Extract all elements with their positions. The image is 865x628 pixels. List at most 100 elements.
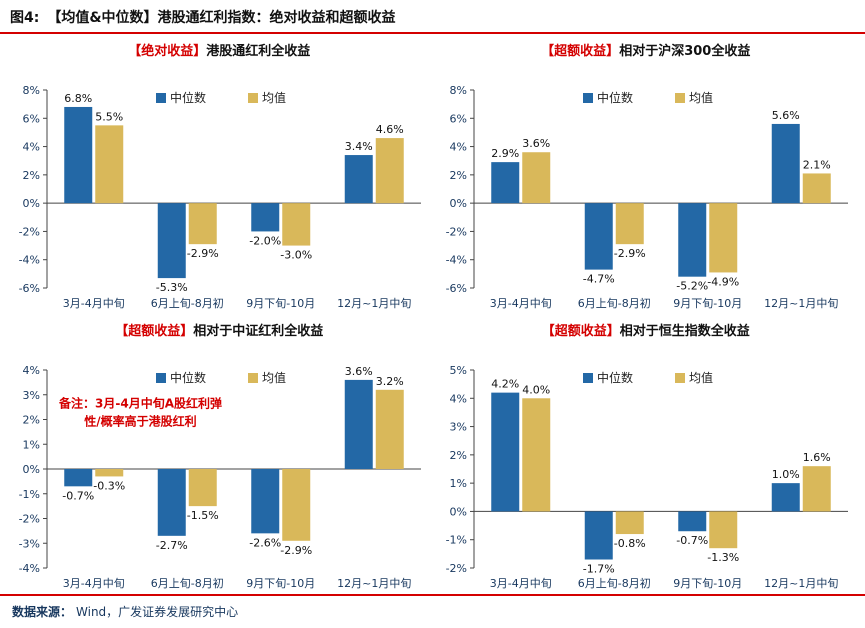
y-tick-label: 4% bbox=[449, 392, 466, 405]
bar-mean bbox=[522, 152, 550, 204]
bar-median bbox=[491, 162, 519, 204]
y-tick-label: -4% bbox=[19, 254, 40, 267]
bar-median bbox=[251, 469, 280, 534]
y-axis-ticks: 4% 3% 2% 1% 0% -1% -2% -3% -4% bbox=[19, 364, 48, 575]
value-label: -0.8% bbox=[614, 537, 646, 550]
category-label: 9月下旬-10月 bbox=[673, 577, 742, 590]
legend: 中位数 均值 bbox=[582, 90, 713, 105]
figure-header: 图4: 【均值&中位数】港股通红利指数：绝对收益和超额收益 bbox=[0, 0, 865, 34]
value-label: -1.7% bbox=[583, 563, 615, 576]
y-tick-label: -2% bbox=[445, 562, 466, 575]
bar-median bbox=[584, 511, 613, 560]
chart-canvas: 4% 3% 2% 1% 0% -1% -2% -3% -4% -0.7% -2.7% -2.6% 3.6… bbox=[19, 364, 422, 590]
bar-median bbox=[678, 511, 706, 532]
figure-number: 图4: bbox=[10, 10, 40, 26]
y-tick-label: -6% bbox=[19, 282, 40, 295]
legend-label-mean: 均值 bbox=[689, 90, 713, 105]
bar-median bbox=[251, 203, 280, 232]
y-axis-ticks: 8% 6% 4% 2% 0% -2% -4% -6% bbox=[19, 84, 48, 295]
legend-label-median: 中位数 bbox=[170, 370, 206, 385]
y-tick-label: 4% bbox=[23, 364, 40, 377]
value-label: 6.8% bbox=[65, 92, 93, 105]
y-tick-label: 1% bbox=[449, 477, 466, 490]
chart-title-highlight: 【绝对收益】 bbox=[128, 44, 207, 59]
chart-title-highlight: 【超额收益】 bbox=[541, 44, 620, 59]
value-label: 3.4% bbox=[345, 140, 373, 153]
y-tick-label: 1% bbox=[23, 438, 40, 451]
value-label: -3.0% bbox=[281, 249, 313, 262]
y-tick-label: 5% bbox=[449, 364, 466, 377]
legend-label-median: 中位数 bbox=[597, 370, 633, 385]
bar-mean bbox=[376, 389, 404, 469]
value-label: 1.6% bbox=[803, 451, 831, 464]
y-tick-label: 4% bbox=[449, 141, 466, 154]
y-tick-label: -3% bbox=[19, 537, 40, 550]
bars bbox=[491, 123, 831, 277]
charts-grid: 【绝对收益】港股通红利全收益 8% 6% 4% 2% 0% -2% -4% -6% 6.8% -5.… bbox=[0, 34, 865, 594]
category-label: 12月~1月中旬 bbox=[337, 577, 411, 590]
y-tick-label: -2% bbox=[445, 225, 466, 238]
value-label: -0.7% bbox=[63, 489, 95, 502]
chart-panel: 【绝对收益】港股通红利全收益 8% 6% 4% 2% 0% -2% -4% -6% 6.8% -5.… bbox=[6, 34, 433, 314]
chart-canvas: 8% 6% 4% 2% 0% -2% -4% -6% 2.9% -4.7% -5.2% 5.6% 3.6… bbox=[445, 84, 848, 310]
value-labels: 6.8% -5.3% -2.0% 3.4% 5.5% -2.9% -3.0% 4.6% bbox=[65, 92, 404, 294]
y-tick-label: 0% bbox=[23, 197, 40, 210]
y-tick-label: -1% bbox=[445, 534, 466, 547]
bars bbox=[64, 106, 404, 279]
y-tick-label: -4% bbox=[19, 562, 40, 575]
category-labels: 3月-4月中旬 6月上旬-8月初 9月下旬-10月 12月~1月中旬 bbox=[490, 296, 839, 310]
legend-swatch-mean bbox=[674, 373, 685, 383]
legend-label-mean: 均值 bbox=[262, 90, 286, 105]
y-tick-label: 0% bbox=[449, 505, 466, 518]
legend: 中位数 均值 bbox=[156, 370, 286, 385]
value-label: 3.6% bbox=[345, 365, 373, 378]
bar-mean bbox=[376, 138, 404, 204]
category-label: 3月-4月中旬 bbox=[490, 297, 552, 310]
y-tick-label: -6% bbox=[445, 282, 466, 295]
category-label: 9月下旬-10月 bbox=[673, 297, 742, 310]
bar-mean bbox=[709, 203, 737, 273]
bar-mean bbox=[95, 469, 124, 477]
legend: 中位数 均值 bbox=[156, 90, 286, 105]
y-tick-label: 4% bbox=[23, 141, 40, 154]
category-label: 6月上旬-8月初 bbox=[151, 576, 224, 590]
y-axis-ticks: 8% 6% 4% 2% 0% -2% -4% -6% bbox=[445, 84, 474, 295]
category-label: 9月下旬-10月 bbox=[247, 577, 316, 590]
value-labels: 2.9% -4.7% -5.2% 5.6% 3.6% -2.9% -4.9% 2.1% bbox=[491, 109, 830, 293]
bar-median bbox=[491, 392, 519, 512]
bar-mean bbox=[189, 203, 217, 245]
category-label: 3月-4月中旬 bbox=[490, 577, 552, 590]
category-label: 3月-4月中旬 bbox=[63, 297, 125, 310]
value-label: 5.6% bbox=[772, 109, 800, 122]
legend-label-median: 中位数 bbox=[597, 90, 633, 105]
bar-mean bbox=[802, 466, 831, 512]
category-label: 6月上旬-8月初 bbox=[578, 296, 651, 310]
value-label: -2.6% bbox=[250, 536, 282, 549]
bar-mean bbox=[709, 511, 737, 549]
legend-label-mean: 均值 bbox=[262, 370, 286, 385]
axes bbox=[473, 370, 848, 568]
chart-canvas: 5% 4% 3% 2% 1% 0% -1% -2% 4.2% -1.7% -0.7% 1.0% 4.0%… bbox=[445, 364, 848, 590]
legend-swatch-mean bbox=[248, 373, 259, 383]
y-tick-label: 0% bbox=[23, 463, 40, 476]
legend-swatch-median bbox=[156, 93, 167, 103]
y-tick-label: 6% bbox=[449, 112, 466, 125]
annotation-line: 备注：3月-4月中旬A股红利弹 bbox=[58, 396, 222, 411]
value-label: -2.0% bbox=[250, 234, 282, 247]
legend-swatch-median bbox=[156, 373, 167, 383]
value-label: -2.7% bbox=[156, 539, 188, 552]
bar-mean bbox=[282, 469, 311, 541]
chart-panel: 【超额收益】相对于沪深300全收益 8% 6% 4% 2% 0% -2% -4% -6% 2.9%… bbox=[433, 34, 860, 314]
chart-title-text: 相对于沪深300全收益 bbox=[619, 44, 751, 59]
y-tick-label: 0% bbox=[449, 197, 466, 210]
bar-median bbox=[771, 483, 800, 512]
category-label: 12月~1月中旬 bbox=[764, 297, 838, 310]
bar-mean bbox=[802, 173, 831, 204]
value-label: 4.6% bbox=[376, 123, 404, 136]
y-tick-label: 3% bbox=[449, 421, 466, 434]
value-label: -5.2% bbox=[676, 280, 708, 293]
y-tick-label: 6% bbox=[23, 112, 40, 125]
chart-title: 【超额收益】相对于沪深300全收益 bbox=[541, 43, 750, 61]
chart-panel: 【超额收益】相对于恒生指数全收益 5% 4% 3% 2% 1% 0% -1% -2% 4.2% -1… bbox=[433, 314, 860, 594]
